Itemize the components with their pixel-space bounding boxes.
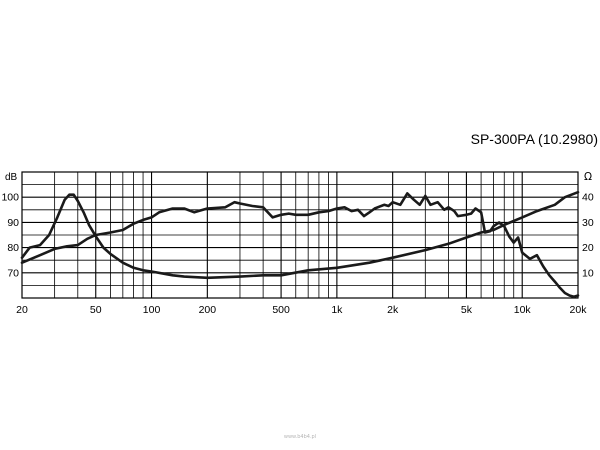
x-tick-label: 5k (461, 304, 473, 316)
x-tick-label: 50 (90, 304, 102, 316)
series (20, 190, 580, 298)
impedance-curve (20, 190, 580, 280)
x-tick-label: 20k (570, 304, 588, 316)
chart-title: SP-300PA (10.2980) (470, 131, 598, 147)
y-left-tick-label: 100 (1, 192, 19, 204)
x-tick-label: 2k (387, 304, 399, 316)
x-tick-label: 200 (199, 304, 217, 316)
y-left-unit-label: dB (5, 172, 18, 183)
y-left-tick-label: 80 (7, 242, 19, 254)
y-left-tick-label: 90 (7, 217, 19, 229)
y-right-unit-label: Ω (584, 171, 592, 183)
x-tick-label: 20 (16, 304, 28, 316)
axis-labels: 20 50 100 200 500 1k 2k 5k 10k 20k 70 80 90 100 10 20 30… (1, 171, 593, 316)
x-tick-label: 10k (514, 304, 532, 316)
y-right-tick-label: 20 (582, 242, 594, 254)
y-right-tick-label: 40 (582, 192, 594, 204)
watermark: www.b4b4.pl (283, 434, 317, 440)
y-right-tick-label: 30 (582, 217, 594, 229)
grid (22, 172, 578, 298)
spl-curve (20, 192, 580, 298)
x-tick-label: 1k (331, 304, 343, 316)
x-tick-label: 500 (272, 304, 290, 316)
y-left-tick-label: 70 (7, 267, 19, 279)
x-tick-label: 100 (143, 304, 161, 316)
y-right-tick-label: 10 (582, 267, 594, 279)
plot-frame (21, 171, 579, 299)
